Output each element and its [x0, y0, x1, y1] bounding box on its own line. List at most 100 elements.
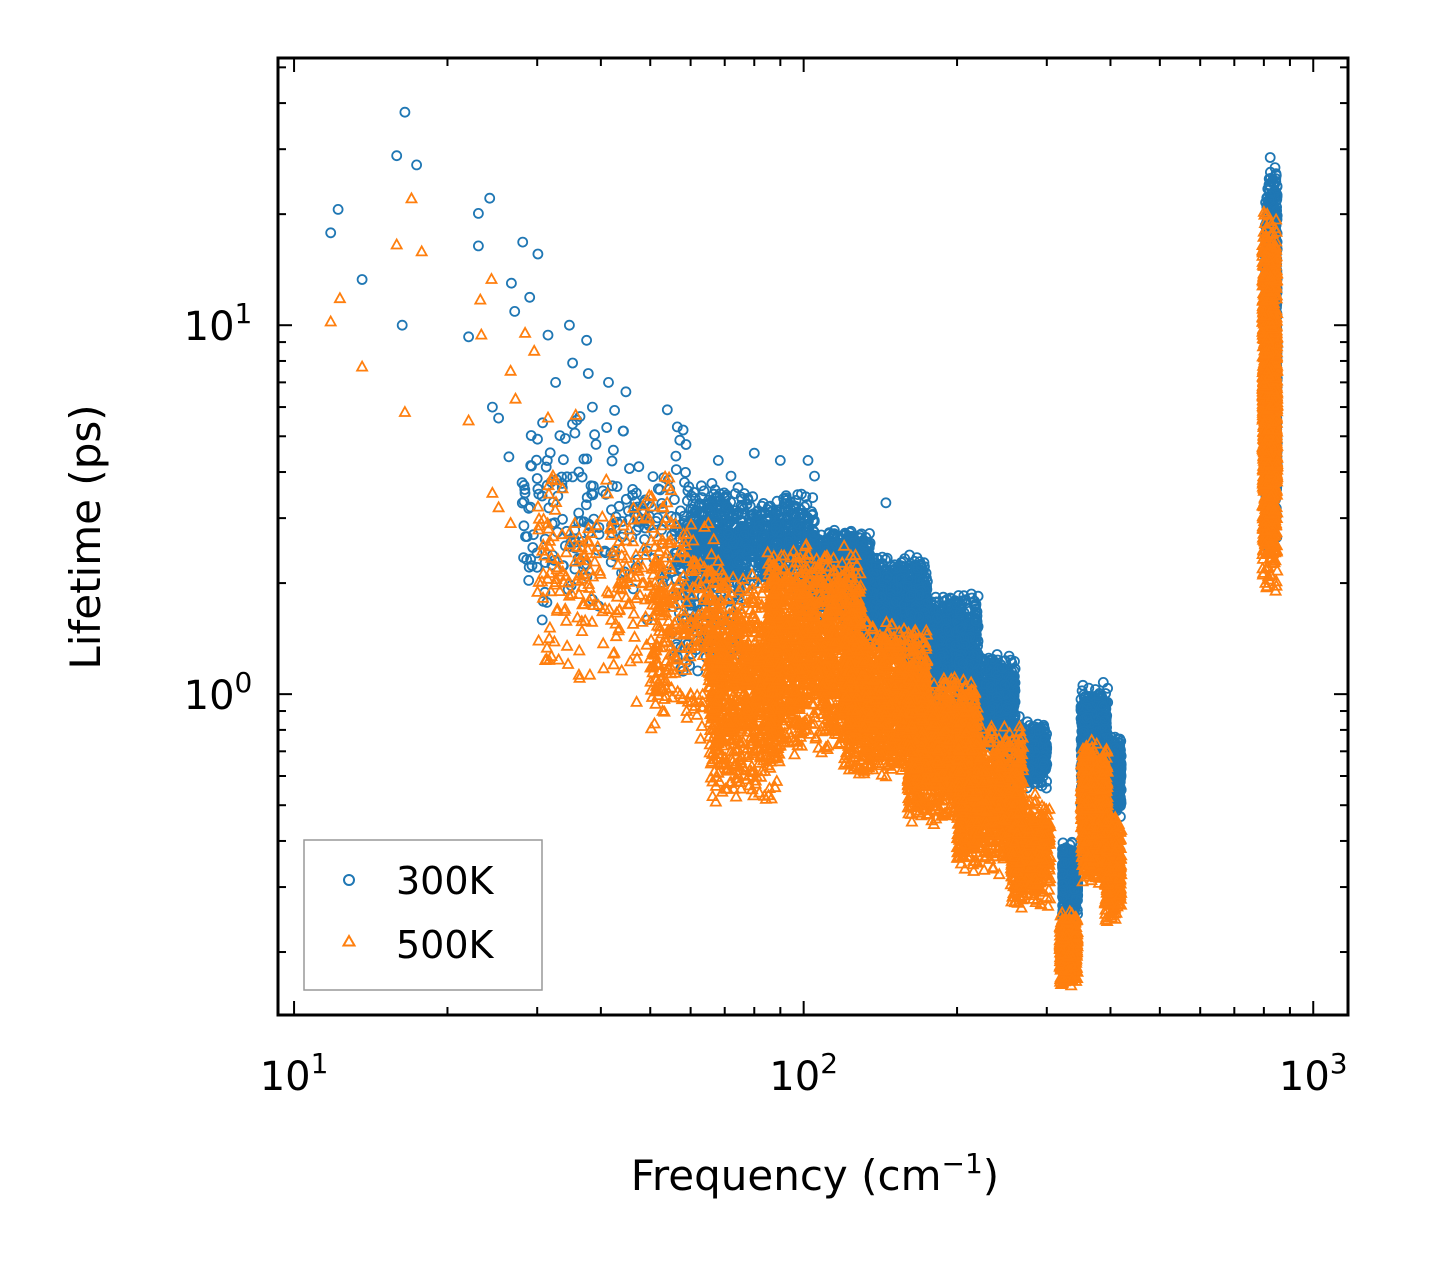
series-layer — [324, 106, 1284, 991]
point-300K — [486, 401, 498, 413]
point-300K — [524, 291, 536, 303]
point-300K — [411, 159, 423, 171]
point-300K — [542, 329, 554, 341]
point-300K — [521, 531, 533, 542]
point-300K — [606, 455, 618, 467]
point-300K — [725, 470, 737, 482]
point-300K — [609, 404, 620, 416]
point-300K — [748, 447, 760, 459]
point-300K — [516, 497, 528, 509]
point-300K — [670, 464, 682, 476]
point-300K — [531, 454, 542, 466]
point-300K — [576, 471, 588, 483]
point-300K — [559, 433, 571, 444]
point-300K — [356, 274, 368, 285]
point-300K — [692, 665, 704, 677]
point-300K — [567, 357, 578, 369]
point-300K — [472, 207, 484, 219]
point-300K — [587, 401, 598, 413]
point-300K — [503, 451, 515, 463]
point-300K — [613, 500, 625, 512]
point-300K — [580, 499, 592, 511]
point-300K — [611, 481, 623, 492]
point-300K — [581, 492, 593, 503]
point-300K — [565, 536, 577, 548]
point-300K — [774, 454, 786, 466]
point-300K — [670, 450, 682, 462]
point-300K — [399, 106, 411, 118]
point-300K — [518, 552, 529, 563]
point-300K — [537, 417, 548, 429]
point-300K — [607, 480, 618, 492]
point-300K — [582, 368, 594, 379]
point-300K — [517, 236, 529, 248]
point-300K — [698, 485, 710, 497]
point-300K — [758, 497, 769, 509]
point-300K — [581, 453, 593, 465]
point-300K — [531, 561, 543, 573]
point-300K — [569, 563, 581, 575]
point-300K — [536, 614, 548, 626]
point-300K — [574, 411, 586, 422]
point-300K — [527, 542, 539, 553]
point-300K — [391, 150, 403, 162]
point-300K — [540, 461, 552, 473]
point-300K — [518, 479, 530, 491]
point-300K — [523, 561, 535, 573]
point-300K — [325, 227, 337, 239]
point-300K — [523, 575, 535, 586]
point-300K — [550, 376, 561, 388]
point-300K — [712, 454, 724, 466]
point-300K — [493, 412, 505, 424]
point-300K — [518, 520, 530, 532]
point-300K — [554, 430, 566, 442]
point-300K — [531, 473, 543, 484]
point-300K — [525, 430, 537, 441]
point-300K — [533, 488, 545, 500]
point-300K — [519, 484, 531, 495]
point-300K — [564, 319, 575, 331]
point-300K — [590, 438, 602, 450]
point-300K — [516, 477, 528, 489]
point-300K — [677, 424, 689, 436]
point-300K — [601, 422, 613, 433]
point-300K — [669, 525, 681, 537]
point-300K — [617, 425, 629, 437]
point-300K — [680, 466, 691, 478]
point-300K — [603, 376, 614, 388]
point-300K — [880, 497, 892, 509]
point-300K — [585, 480, 597, 492]
point-300K — [332, 203, 344, 215]
point-300K — [661, 404, 673, 416]
point-300K — [674, 434, 686, 446]
point-300K — [505, 277, 517, 289]
point-300K — [581, 334, 592, 346]
point-300K — [706, 477, 718, 489]
point-300K — [518, 496, 530, 508]
point-300K — [532, 248, 544, 260]
point-300K — [463, 331, 475, 343]
point-300K — [623, 505, 634, 517]
point-300K — [802, 454, 814, 466]
point-300K — [809, 470, 820, 482]
point-300K — [732, 482, 744, 494]
point-300K — [679, 476, 690, 488]
point-300K — [796, 488, 807, 500]
point-300K — [525, 460, 537, 471]
point-300K — [671, 421, 683, 433]
point-300K — [608, 444, 619, 456]
point-300K — [509, 305, 521, 317]
point-300K — [396, 319, 408, 331]
point-300K — [484, 192, 496, 204]
point-300K — [630, 487, 642, 499]
point-300K — [558, 454, 569, 466]
point-300K — [472, 240, 484, 252]
point-300K — [620, 386, 632, 398]
point-300K — [561, 471, 573, 483]
point-300K — [647, 471, 659, 483]
point-300K — [633, 461, 645, 473]
point-300K — [541, 455, 553, 466]
point-300K — [696, 480, 707, 492]
point-300K — [656, 497, 668, 509]
